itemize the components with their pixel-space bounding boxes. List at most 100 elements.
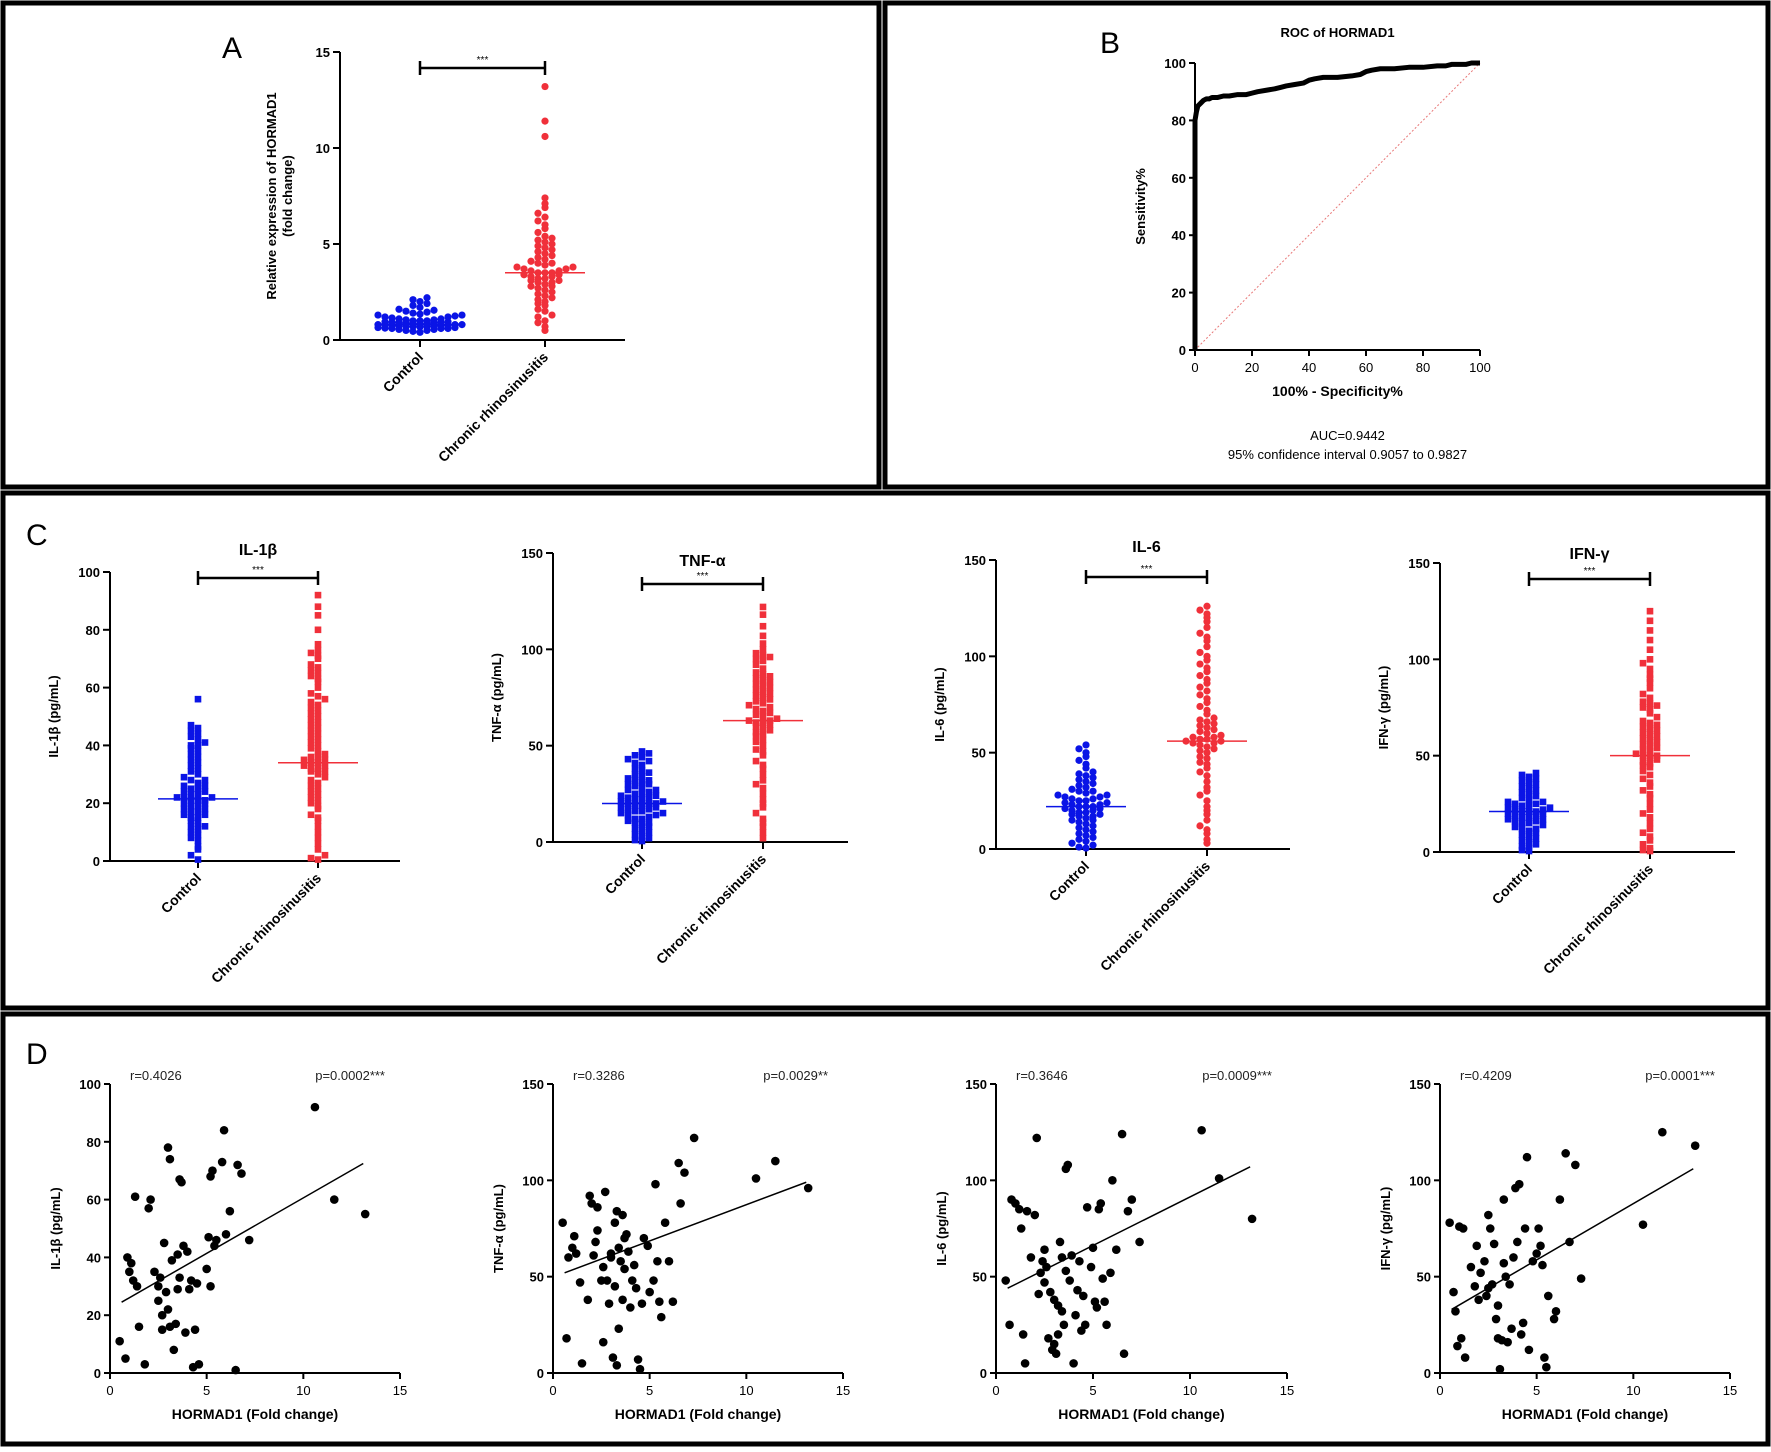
y-tick-label: 100: [79, 1077, 101, 1092]
data-point-control: [180, 782, 188, 790]
data-point-crs: [759, 800, 767, 807]
y-tick-label: 5: [323, 237, 330, 252]
data-point-crs: [1646, 754, 1654, 761]
data-point: [1501, 1272, 1511, 1281]
data-point-control: [1082, 741, 1090, 749]
data-point-crs: [314, 718, 322, 726]
data-point-crs: [766, 726, 774, 734]
data-point: [614, 1324, 624, 1333]
data-point: [627, 1276, 637, 1285]
data-point-control: [430, 316, 438, 324]
data-point-crs: [752, 680, 760, 688]
data-point-control: [1532, 800, 1540, 808]
x-tick-label: 10: [1183, 1383, 1197, 1398]
data-point-crs: [1639, 659, 1647, 667]
data-point-crs: [1210, 745, 1218, 753]
data-point-control: [1082, 831, 1090, 840]
y-tick-label: 0: [94, 1366, 101, 1381]
data-point-control: [444, 313, 452, 321]
data-point-control: [631, 825, 639, 832]
data-point-control: [1068, 816, 1076, 824]
data-point-crs: [766, 721, 774, 728]
data-point-control: [1504, 804, 1512, 811]
data-point-crs: [1196, 716, 1204, 724]
data-point: [157, 1310, 167, 1320]
y-tick-label: 0: [537, 1366, 544, 1381]
panel-frame-1: [882, 0, 1771, 490]
x-tick-label: 10: [1626, 1383, 1640, 1398]
chart-title: IFN-γ: [1570, 546, 1610, 563]
data-point-control: [201, 776, 209, 784]
data-point-control: [1082, 837, 1090, 845]
data-point: [1528, 1256, 1538, 1266]
data-point-control: [638, 784, 646, 792]
data-point: [173, 1250, 182, 1259]
y-axis-label: Sensitivity%: [1133, 168, 1148, 245]
data-point-crs: [300, 762, 308, 769]
data-point-control: [201, 797, 209, 804]
y-axis-label-line2: (fold change): [280, 155, 295, 237]
data-point-control: [659, 798, 667, 805]
chart-D3: 0 50 100 150 0 5 10 15 HORMAD1 (Fold change) IL-6…: [934, 1068, 1294, 1422]
data-point-control: [638, 815, 646, 823]
data-point: [600, 1187, 610, 1197]
y-tick-label: 0: [1179, 343, 1186, 358]
data-point-crs: [1196, 702, 1204, 711]
data-point-crs: [1639, 758, 1647, 765]
data-point-crs: [1203, 724, 1211, 732]
y-axis-label: TNF-α (pg/mL): [489, 653, 504, 742]
data-point-crs: [1646, 617, 1654, 625]
data-point: [1046, 1287, 1055, 1297]
chart-B: 0 20 40 60 80 100 0 20 40 60 80 100 100% - Specifici…: [1100, 25, 1491, 462]
data-point-crs: [759, 834, 767, 842]
data-point: [1516, 1330, 1526, 1339]
r-annotation: r=0.3646: [1016, 1068, 1068, 1083]
data-point-control: [194, 730, 202, 738]
data-point-crs: [1653, 744, 1661, 752]
data-point-control: [631, 796, 639, 803]
data-point-crs: [1203, 777, 1211, 786]
data-point-crs: [314, 713, 322, 720]
x-axis-label: 100% - Specificity%: [1272, 383, 1403, 399]
data-point-crs: [541, 82, 549, 91]
data-point-control: [187, 823, 195, 830]
data-point-control: [395, 315, 403, 323]
y-tick-label: 0: [980, 1366, 987, 1381]
data-point-crs: [307, 727, 315, 735]
data-point-control: [1075, 818, 1083, 826]
data-point-crs: [321, 851, 329, 859]
data-point-control: [645, 823, 653, 830]
x-tick-label: 5: [1089, 1383, 1096, 1398]
data-point-crs: [562, 265, 570, 273]
data-point-control: [194, 759, 202, 767]
data-point-crs: [752, 669, 760, 676]
data-point: [569, 1231, 579, 1241]
data-point: [1451, 1307, 1460, 1316]
data-point-control: [388, 314, 396, 322]
data-point: [591, 1237, 600, 1247]
data-point: [1018, 1330, 1028, 1339]
data-point-crs: [1203, 760, 1211, 768]
data-point-control: [1518, 814, 1526, 821]
data-point-control: [1075, 776, 1083, 784]
data-point-crs: [1646, 706, 1654, 713]
y-tick-label: 0: [1424, 1366, 1431, 1381]
y-tick-label: 50: [1417, 1270, 1431, 1285]
data-point-control: [194, 856, 202, 863]
data-point: [614, 1243, 624, 1253]
data-point-crs: [1653, 702, 1661, 709]
r-annotation: r=0.4026: [130, 1068, 182, 1083]
data-point-crs: [307, 661, 315, 668]
data-point-crs: [1203, 783, 1211, 791]
data-point-crs: [759, 688, 767, 696]
data-point-control: [1075, 756, 1083, 764]
data-point-control: [1539, 806, 1547, 813]
panel-frame-3: [0, 1011, 1771, 1447]
data-point: [639, 1233, 649, 1243]
data-point-crs: [1653, 721, 1661, 729]
data-point-control: [1089, 841, 1097, 849]
data-point-control: [402, 307, 410, 315]
data-point-crs: [1210, 725, 1218, 734]
data-point: [1480, 1256, 1489, 1266]
x-tick-label: 80: [1416, 360, 1430, 375]
